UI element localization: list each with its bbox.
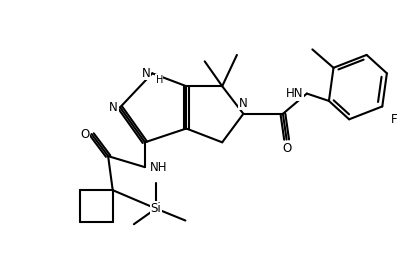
Text: O: O xyxy=(80,128,89,140)
Text: NH: NH xyxy=(150,161,167,174)
Text: H: H xyxy=(156,75,163,85)
Text: HN: HN xyxy=(286,87,303,100)
Text: N: N xyxy=(109,101,118,114)
Text: Si: Si xyxy=(151,202,161,215)
Text: N: N xyxy=(141,67,150,80)
Text: O: O xyxy=(282,142,291,155)
Text: F: F xyxy=(391,113,397,126)
Text: N: N xyxy=(239,97,248,110)
